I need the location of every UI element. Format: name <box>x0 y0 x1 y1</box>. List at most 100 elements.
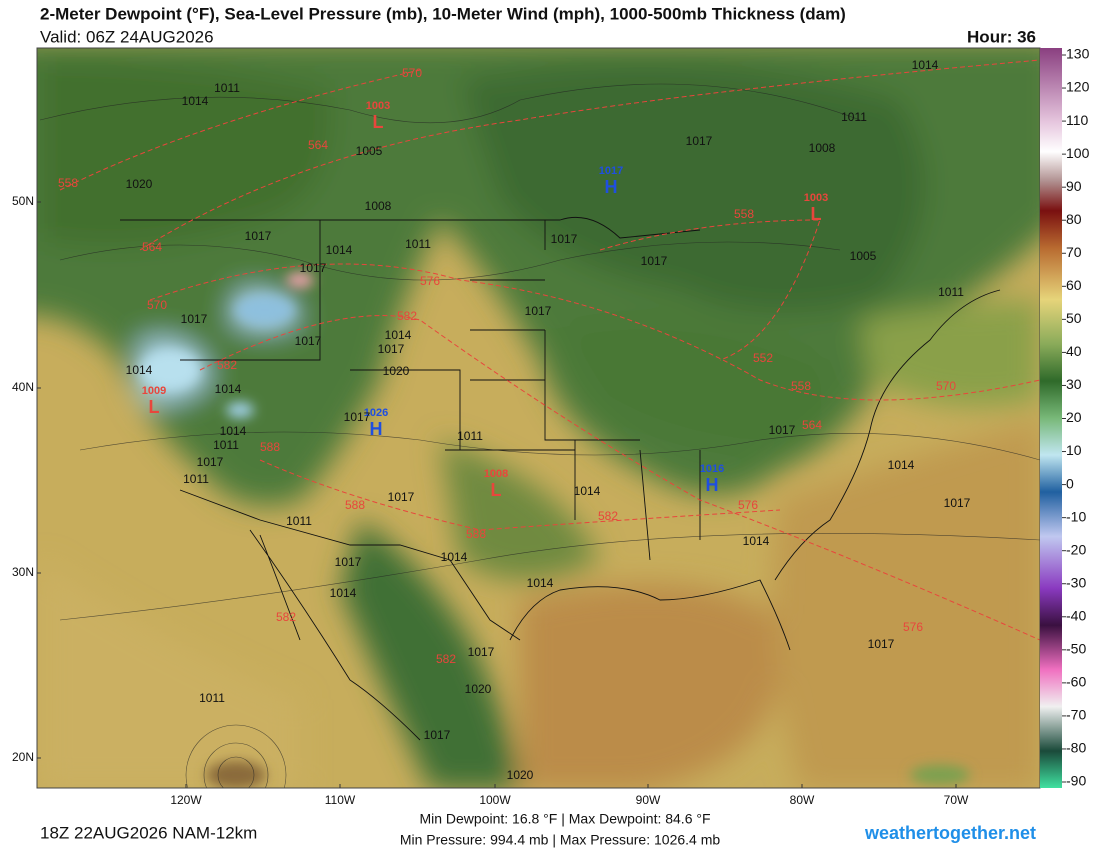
pressure-center-letter: L <box>491 480 502 500</box>
lon-label: 120W <box>170 793 202 807</box>
thickness-label: 570 <box>402 66 422 80</box>
pressure-center-letter: H <box>370 419 383 439</box>
colorbar-label: 80 <box>1066 211 1082 227</box>
isobar-label: 1017 <box>868 637 895 651</box>
dewpoint-detail <box>140 272 970 788</box>
isobar-label: 1020 <box>126 177 153 191</box>
isobar-label: 1011 <box>286 514 312 528</box>
thickness-label: 564 <box>142 240 162 254</box>
pressure-center-value: 1003 <box>366 100 390 112</box>
thickness-label: 564 <box>308 138 328 152</box>
lon-label: 90W <box>636 793 661 807</box>
isobar-label: 1020 <box>383 364 410 378</box>
thickness-label: 552 <box>753 351 773 365</box>
colorbar-label: -80 <box>1066 740 1086 756</box>
thickness-label: 588 <box>260 440 280 454</box>
colorbar-label: 50 <box>1066 310 1082 326</box>
thickness-label: 570 <box>147 298 167 312</box>
site-credit: weathertogether.net <box>864 823 1036 843</box>
isobar-label: 1017 <box>378 342 405 356</box>
colorbar-label: 0 <box>1066 475 1074 491</box>
isobar-label: 1014 <box>888 458 915 472</box>
thickness-label: 558 <box>791 379 811 393</box>
isobar-label: 1014 <box>326 243 353 257</box>
lat-label: 40N <box>12 380 34 394</box>
pressure-center-value: 1016 <box>700 463 724 475</box>
isobar-label: 1017 <box>181 312 208 326</box>
colorbar-label: -90 <box>1066 773 1086 789</box>
isobar-label: 1020 <box>465 682 492 696</box>
thickness-label: 564 <box>802 418 822 432</box>
isobar-label: 1020 <box>507 768 534 782</box>
pressure-range: Min Pressure: 994.4 mb | Max Pressure: 1… <box>400 832 721 848</box>
colorbar-label: 60 <box>1066 277 1082 293</box>
thickness-label: 582 <box>436 652 456 666</box>
colorbar-label: 100 <box>1066 145 1090 161</box>
colorbar-label: -70 <box>1066 707 1086 723</box>
isobar-label: 1017 <box>641 254 668 268</box>
colorbar-label: 90 <box>1066 178 1082 194</box>
isobar-label: 1011 <box>199 691 225 705</box>
isobar-label: 1014 <box>220 424 247 438</box>
thickness-label: 588 <box>345 498 365 512</box>
colorbar-label: -30 <box>1066 574 1086 590</box>
colorbar-label: -50 <box>1066 641 1086 657</box>
isobar-label: 1014 <box>912 58 939 72</box>
isobar-label: 1014 <box>441 550 468 564</box>
colorbar-label: 70 <box>1066 244 1082 260</box>
isobar-label: 1017 <box>769 423 796 437</box>
isobar-label: 1017 <box>686 134 713 148</box>
pressure-center-value: 1008 <box>484 468 508 480</box>
colorbar-label: 30 <box>1066 376 1082 392</box>
pressure-center-letter: L <box>373 112 384 132</box>
isobar-label: 1005 <box>850 249 877 263</box>
isobar-label: 1014 <box>743 534 770 548</box>
isobar-label: 1017 <box>424 728 451 742</box>
isobar-label: 1011 <box>457 429 483 443</box>
lat-label: 30N <box>12 565 34 579</box>
lon-label: 80W <box>790 793 815 807</box>
map-labels: L1003L1009L1008L1003H1017H1026H101610141… <box>58 58 971 782</box>
isobar-label: 1008 <box>809 141 836 155</box>
title: 2-Meter Dewpoint (°F), Sea-Level Pressur… <box>40 4 846 23</box>
colorbar-label: -10 <box>1066 508 1086 524</box>
colorbar-label: -20 <box>1066 541 1086 557</box>
lon-label: 100W <box>479 793 511 807</box>
lat-label: 20N <box>12 750 34 764</box>
thickness-label: 576 <box>420 274 440 288</box>
thickness-label: 576 <box>738 498 758 512</box>
thickness-label: 570 <box>936 379 956 393</box>
forecast-hour: Hour: 36 <box>967 27 1036 46</box>
boundaries <box>120 216 1001 741</box>
thickness-label: 582 <box>598 509 618 523</box>
colorbar-label: 120 <box>1066 79 1090 95</box>
isobar-label: 1017 <box>551 232 578 246</box>
colorbar-label: -40 <box>1066 607 1086 623</box>
pressure-center-letter: L <box>811 204 822 224</box>
colorbar-label: 110 <box>1066 112 1089 128</box>
colorbar-label: -60 <box>1066 674 1086 690</box>
isobar-label: 1011 <box>183 472 209 486</box>
isobar-label: 1014 <box>527 576 554 590</box>
isobar-label: 1017 <box>344 410 371 424</box>
colorbar-label: 10 <box>1066 442 1082 458</box>
isobar-label: 1014 <box>182 94 209 108</box>
pressure-center-letter: H <box>706 475 719 495</box>
isobar-label: 1014 <box>330 586 357 600</box>
thickness-lines <box>59 59 1040 641</box>
lon-label: 110W <box>325 793 356 807</box>
isobar-label: 1014 <box>215 382 242 396</box>
pressure-center-value: 1003 <box>804 192 828 204</box>
lat-label: 50N <box>12 194 34 208</box>
lon-label: 70W <box>944 793 969 807</box>
dewpoint-range: Min Dewpoint: 16.8 °F | Max Dewpoint: 84… <box>419 811 710 827</box>
isobar-label: 1011 <box>938 285 964 299</box>
thickness-label: 558 <box>58 176 78 190</box>
thickness-label: 558 <box>734 207 754 221</box>
isobar-label: 1017 <box>245 229 272 243</box>
isobar-label: 1011 <box>405 237 431 251</box>
colorbar-label: 130 <box>1066 46 1090 62</box>
isobar-label: 1014 <box>574 484 601 498</box>
pressure-center-letter: L <box>149 397 160 417</box>
colorbar-label: 20 <box>1066 409 1082 425</box>
